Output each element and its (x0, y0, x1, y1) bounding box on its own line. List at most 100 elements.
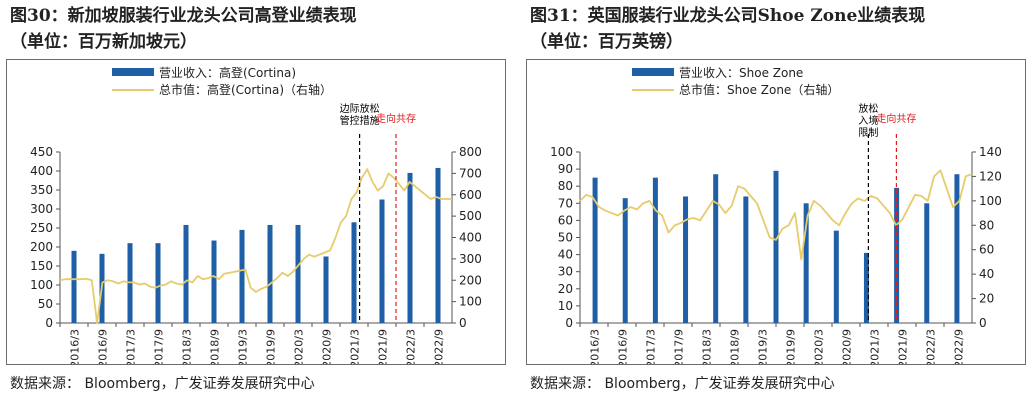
bar (379, 199, 385, 323)
y-left-tick-label: 60 (558, 213, 573, 227)
y-right-tick-label: 100 (979, 194, 1002, 208)
x-tick-label: 2018/9 (728, 329, 741, 364)
chart-panel-shoezone: 图31：英国服装行业龙头公司Shoe Zone业绩表现 （单位：百万英镑） 营业… (520, 0, 1034, 405)
y-left-tick-label: 30 (558, 265, 573, 279)
y-left-tick-label: 200 (30, 240, 53, 254)
y-left-tick-label: 100 (30, 278, 53, 292)
annotation-label: 走向共存 (876, 112, 916, 125)
y-right-tick-label: 200 (459, 273, 482, 287)
legend-line-label: 总市值：Shoe Zone（右轴） (679, 82, 839, 97)
y-right-tick-label: 60 (979, 243, 994, 257)
chart-subtitle: （单位：百万英镑） (530, 32, 683, 52)
legend-bar-swatch (632, 68, 674, 76)
x-tick-label: 2021/3 (348, 329, 361, 364)
x-tick-label: 2022/3 (404, 329, 417, 364)
x-tick-label: 2022/9 (432, 329, 445, 364)
market-cap-line (59, 168, 452, 324)
y-right-tick-label: 300 (459, 252, 482, 266)
bar (652, 177, 658, 323)
annotation-label: 限制 (858, 126, 878, 139)
chart-svg: 营业收入：高登(Cortina) 总市值：高登(Cortina)（右轴） 0 50 10… (30, 65, 482, 368)
annotation-label: 管控措施 (340, 114, 380, 127)
x-tick-label: 2018/3 (180, 329, 193, 364)
y-right-tick-label: 600 (459, 188, 482, 202)
y-right-tick-label: 700 (459, 166, 482, 180)
x-tick-label: 2020/9 (840, 329, 853, 364)
y-right-tick-label: 140 (979, 145, 1002, 159)
x-tick-label: 2019/9 (784, 329, 797, 364)
bar (155, 243, 161, 323)
bar (435, 167, 441, 323)
bar (239, 229, 245, 323)
x-tick-label: 2017/3 (124, 329, 137, 364)
y-left-tick-label: 70 (558, 196, 573, 210)
y-right-tick-label: 500 (459, 209, 482, 223)
chart-title: 图31：英国服装行业龙头公司Shoe Zone业绩表现 (530, 6, 926, 26)
x-tick-label: 2019/3 (236, 329, 249, 364)
legend-bar-swatch (112, 68, 154, 76)
bar (713, 174, 719, 323)
y-right-tick-label: 40 (979, 267, 994, 281)
chart-title: 图30：新加坡服装行业龙头公司高登业绩表现 (10, 6, 357, 26)
chart-svg: 营业收入：Shoe Zone 总市值：Shoe Zone（右轴） 0 10 20 30 40… (550, 66, 1002, 368)
annotation-label: 入境 (858, 114, 878, 127)
y-left-tick-label: 20 (558, 282, 573, 296)
y-right-tick-label: 800 (459, 145, 482, 159)
x-tick-label: 2017/3 (644, 329, 657, 364)
legend-bar-label: 营业收入：高登(Cortina) (159, 65, 296, 80)
y-left-tick-label: 250 (30, 221, 53, 235)
bar (954, 174, 960, 323)
bar (211, 240, 217, 323)
y-left-tick-label: 0 (45, 316, 53, 330)
chart-frame: 营业收入：Shoe Zone 总市值：Shoe Zone（右轴） 0 10 20 30 40… (526, 59, 1026, 368)
x-tick-label: 2021/3 (868, 329, 881, 364)
y-left-tick-label: 100 (550, 145, 573, 159)
bar (803, 203, 809, 323)
annotation-label: 放松 (858, 102, 878, 115)
y-left-tick-label: 0 (565, 316, 573, 330)
bar (622, 198, 628, 323)
x-tick-label: 2016/9 (96, 329, 109, 364)
x-tick-label: 2016/9 (616, 329, 629, 364)
market-cap-line (579, 169, 973, 261)
y-right-tick-label: 400 (459, 231, 482, 245)
y-right-tick-label: 100 (459, 295, 482, 309)
bar (924, 203, 930, 323)
chart-panel-cortina: 图30：新加坡服装行业龙头公司高登业绩表现 （单位：百万新加坡元） 营业收入：高… (0, 0, 514, 405)
x-tick-label: 2020/3 (812, 329, 825, 364)
chart-subtitle: （单位：百万新加坡元） (10, 32, 197, 52)
bar (833, 230, 839, 323)
x-tick-label: 2016/3 (588, 329, 601, 364)
bar (323, 256, 329, 323)
x-tick-label: 2019/9 (264, 329, 277, 364)
y-right-tick-label: 0 (979, 316, 987, 330)
y-left-tick-label: 50 (38, 297, 53, 311)
y-left-tick-label: 40 (558, 248, 573, 262)
bar (351, 222, 357, 323)
bar (863, 252, 869, 323)
y-left-tick-label: 50 (558, 231, 573, 245)
x-tick-label: 2017/9 (672, 329, 685, 364)
x-tick-label: 2019/3 (756, 329, 769, 364)
x-tick-label: 2022/9 (952, 329, 965, 364)
y-left-tick-label: 450 (30, 145, 53, 159)
bar (407, 172, 413, 323)
y-right-tick-label: 0 (459, 316, 467, 330)
source-note: 数据来源： Bloomberg，广发证券发展研究中心 (530, 376, 835, 392)
x-tick-label: 2021/9 (896, 329, 909, 364)
y-left-tick-label: 350 (30, 183, 53, 197)
bar (295, 224, 301, 323)
bar (71, 250, 77, 323)
bar (773, 170, 779, 323)
y-left-tick-label: 90 (558, 162, 573, 176)
x-tick-label: 2016/3 (68, 329, 81, 364)
annotation-label: 边际放松 (340, 102, 380, 115)
annotation-label: 走向共存 (376, 112, 416, 125)
bar (592, 177, 598, 323)
x-tick-label: 2017/9 (152, 329, 165, 364)
legend-line-label: 总市值：高登(Cortina)（右轴） (159, 82, 332, 97)
bar (183, 224, 189, 323)
y-right-tick-label: 20 (979, 292, 994, 306)
x-tick-label: 2018/3 (700, 329, 713, 364)
y-left-tick-label: 150 (30, 259, 53, 273)
